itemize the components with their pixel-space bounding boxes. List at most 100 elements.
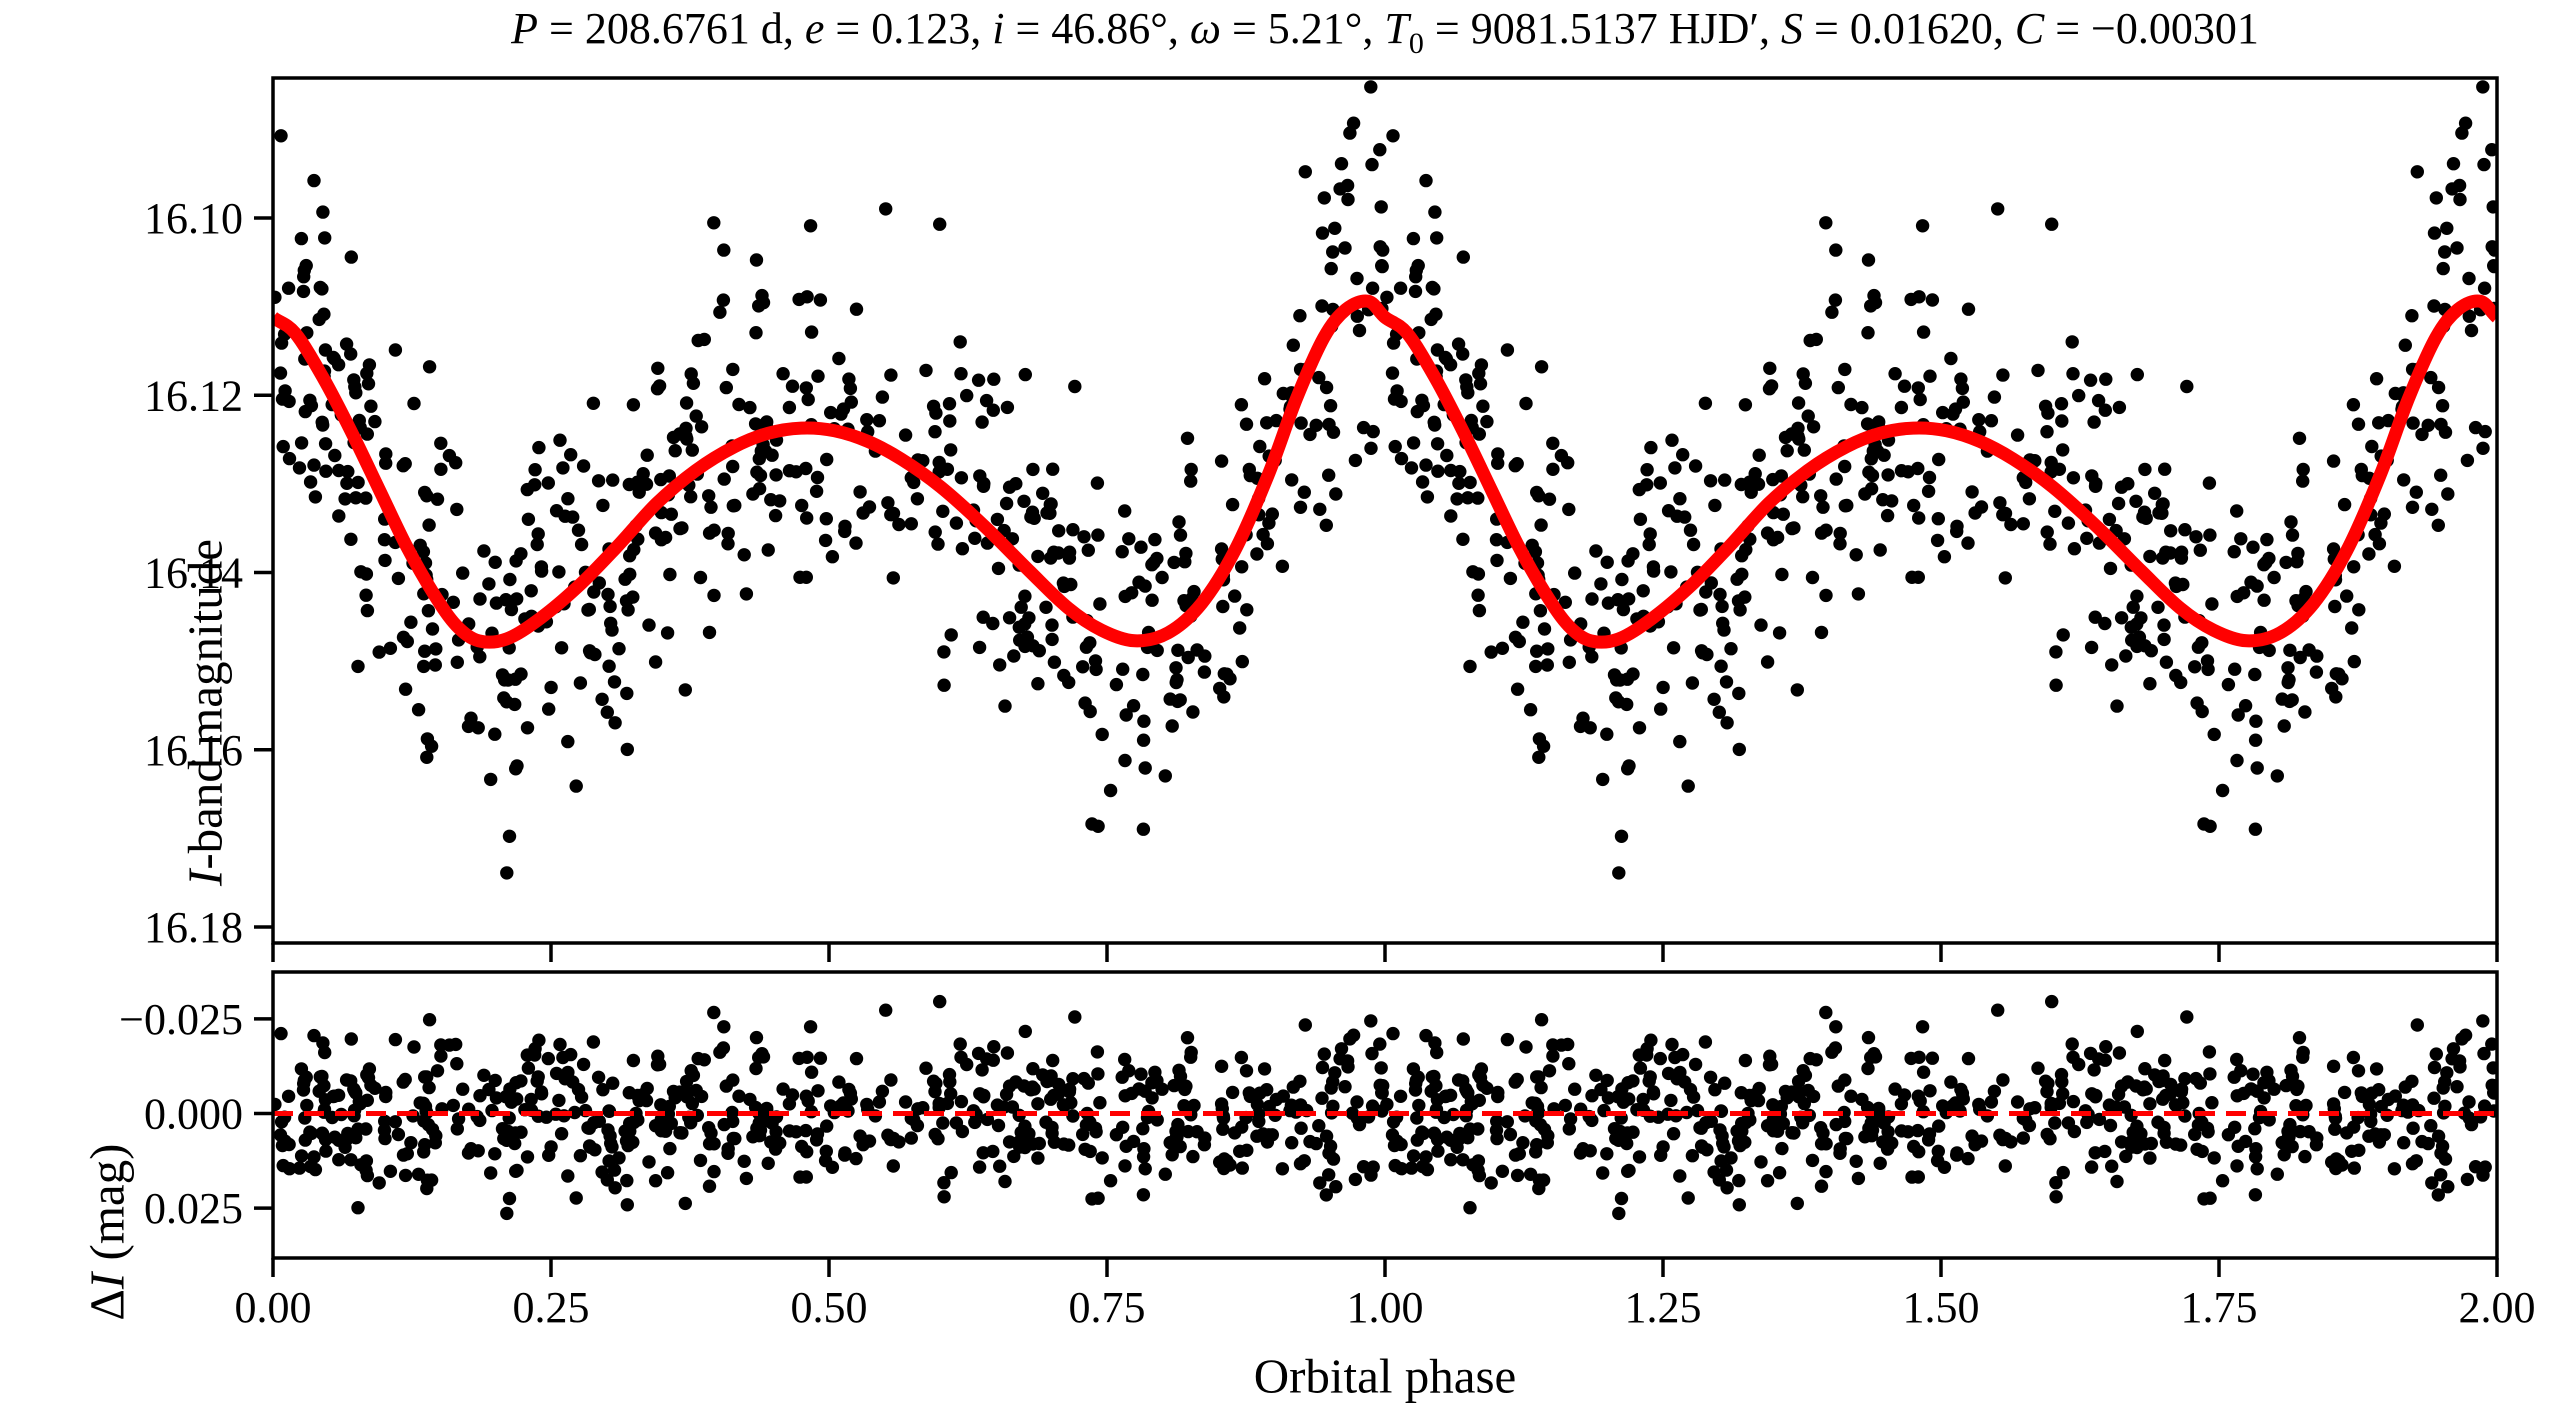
scatter-point <box>442 448 457 463</box>
scatter-point <box>1214 542 1229 556</box>
scatter-point <box>1235 654 1250 669</box>
scatter-point <box>933 217 947 231</box>
scatter-point <box>1530 644 1544 658</box>
scatter-point <box>1350 309 1365 323</box>
residual-point <box>1770 1124 1785 1138</box>
residual-point <box>2085 1087 2099 1101</box>
residual-point <box>886 1159 900 1173</box>
residual-point <box>1047 1088 1061 1103</box>
residual-point <box>344 1074 358 1088</box>
scatter-point <box>586 396 601 410</box>
scatter-point <box>327 352 341 366</box>
residual-point <box>418 1070 432 1084</box>
scatter-point <box>2084 640 2099 655</box>
scatter-point <box>404 615 418 629</box>
scatter-point <box>1460 380 1474 394</box>
residual-point <box>510 1163 524 1178</box>
scatter-point <box>2230 589 2244 604</box>
residual-point <box>804 1065 819 1079</box>
residual-point <box>2110 1174 2124 1189</box>
scatter-point <box>842 372 856 386</box>
residual-point <box>2228 1120 2242 1135</box>
scatter-point <box>2148 486 2162 500</box>
residual-point <box>352 1094 366 1109</box>
residual-point <box>1119 1139 1133 1154</box>
scatter-point <box>1184 474 1198 488</box>
scatter-point <box>2424 370 2438 385</box>
scatter-point <box>1712 705 1727 719</box>
residual-point <box>1490 1131 1504 1146</box>
scatter-point <box>349 491 363 505</box>
residual-point <box>1313 1176 1327 1190</box>
scatter-point <box>1752 448 1766 462</box>
scatter-point <box>1546 436 1560 450</box>
residual-point <box>2337 1085 2352 1100</box>
residual-point <box>2309 1138 2324 1152</box>
scatter-point <box>1429 307 1443 321</box>
residual-point <box>980 1112 995 1127</box>
scatter-point <box>931 537 945 551</box>
residual-point <box>430 1064 445 1078</box>
scatter-point <box>1328 221 1342 235</box>
residual-point <box>294 1062 309 1076</box>
scatter-point <box>1913 392 1927 407</box>
residual-point <box>2485 1078 2497 1092</box>
residual-point <box>2397 1136 2411 1150</box>
scatter-point <box>531 527 545 541</box>
residual-point <box>2203 1067 2217 1081</box>
scatter-point <box>658 530 673 545</box>
scatter-point <box>308 490 323 504</box>
scatter-point <box>1562 655 1577 669</box>
residual-point <box>300 1098 314 1113</box>
residual-point <box>1312 1119 1326 1133</box>
scatter-point <box>391 571 406 586</box>
scatter-point <box>2010 428 2025 442</box>
scatter-point <box>773 494 787 508</box>
scatter-point <box>1064 577 1078 592</box>
residual-point <box>1214 1097 1229 1111</box>
residual-point <box>1415 1125 1429 1139</box>
residual-point <box>1412 1098 1426 1113</box>
residual-point <box>1243 1089 1258 1104</box>
label-text: -band magnitude <box>177 539 233 870</box>
scatter-point <box>1473 377 1488 391</box>
residual-point <box>344 1032 358 1046</box>
scatter-point <box>1600 727 1614 741</box>
scatter-point <box>627 542 641 557</box>
scatter-point <box>944 443 958 457</box>
residual-point <box>2410 1018 2424 1032</box>
scatter-point <box>1653 476 1668 490</box>
scatter-point <box>749 326 763 340</box>
residual-point <box>1393 1089 1408 1104</box>
scatter-point <box>2105 658 2119 672</box>
residual-point <box>1844 1089 1858 1103</box>
scatter-point <box>2329 690 2343 704</box>
scatter-point <box>1732 686 1746 701</box>
residual-point <box>1406 1062 1421 1076</box>
scatter-point <box>344 250 358 264</box>
scatter-point <box>1480 414 1494 429</box>
scatter-point <box>1032 644 1047 658</box>
scatter-point <box>1076 660 1090 674</box>
scatter-point <box>1636 584 1650 598</box>
scatter-point <box>2477 281 2492 295</box>
residual-point <box>719 1079 733 1093</box>
scatter-point <box>434 436 448 450</box>
residual-point <box>1707 1165 1721 1179</box>
residual-point <box>1216 1122 1230 1136</box>
residual-point <box>1787 1126 1801 1140</box>
residual-point <box>2084 1160 2099 1174</box>
scatter-point <box>1364 441 1378 455</box>
scatter-point <box>1217 690 1231 704</box>
scatter-point <box>1406 436 1421 450</box>
scatter-point <box>2262 643 2276 658</box>
scatter-point <box>1350 271 1364 286</box>
residual-point <box>1064 1096 1078 1110</box>
residual-point <box>785 1088 800 1102</box>
residual-point <box>2180 1010 2194 1024</box>
residual-point <box>1530 1070 1544 1084</box>
residual-point <box>879 1003 893 1017</box>
scatter-point <box>2072 388 2086 403</box>
residual-point <box>554 1127 569 1141</box>
residual-point <box>461 1146 476 1160</box>
